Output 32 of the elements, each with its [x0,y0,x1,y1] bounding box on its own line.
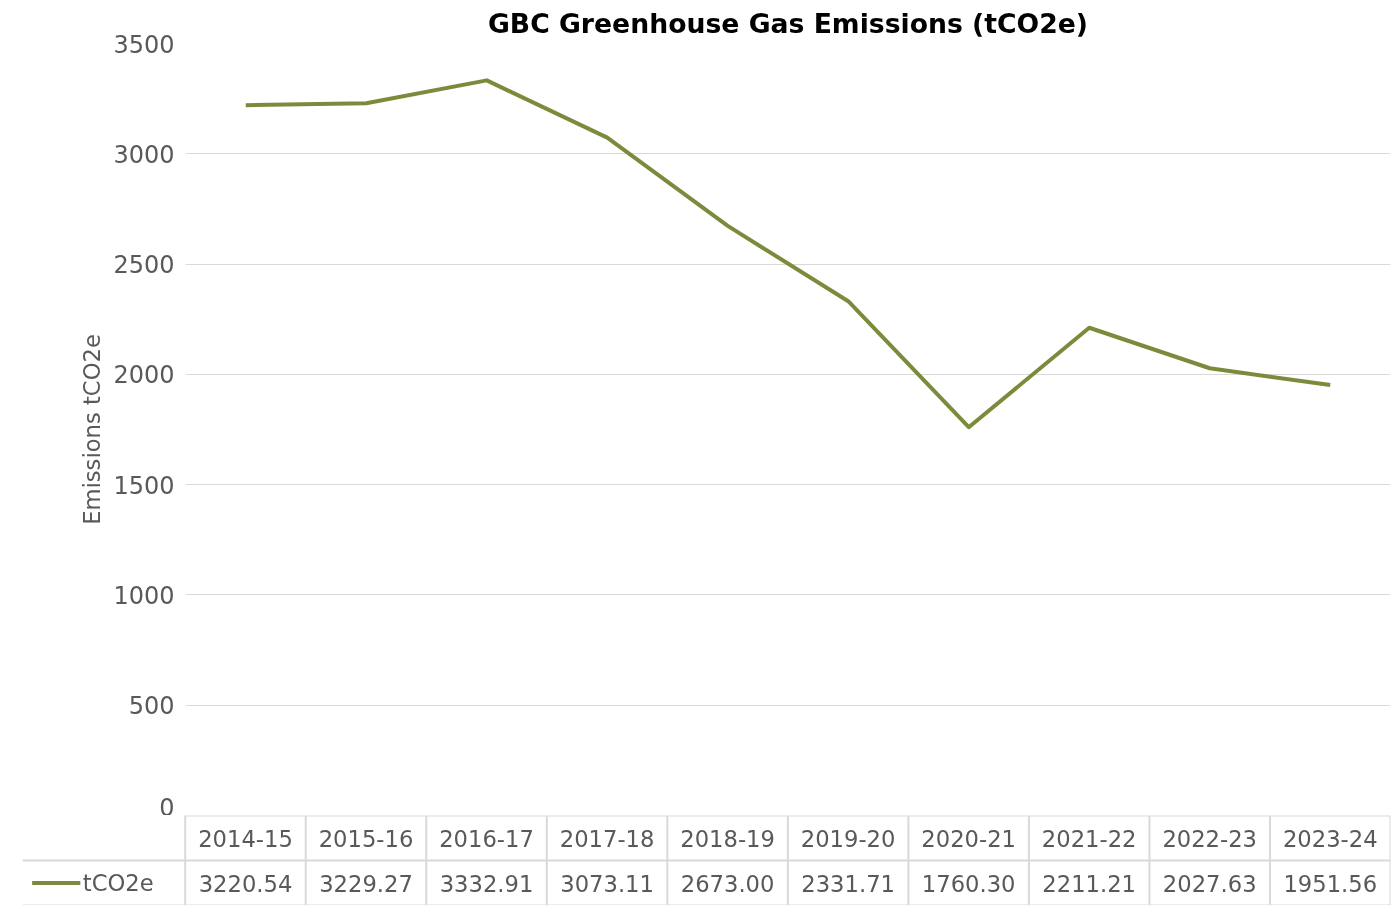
legend-label: tCO2e [82,870,154,896]
y-axis-title: Emissions tCO2e [79,334,106,525]
x-tick-label: 2017-18 [559,825,655,852]
x-tick-label: 2022-23 [1162,825,1258,852]
x-tick-label: 2020-21 [921,825,1016,852]
y-tick-label: 2000 [113,361,175,390]
data-label: 2331.71 [801,870,895,897]
data-label: 3229.27 [319,870,413,897]
data-label: 3073.11 [560,870,654,897]
y-tick-label: 2500 [113,251,175,280]
y-tick-label: 1500 [113,471,175,500]
x-tick-label: 2016-17 [439,825,534,852]
x-tick-label: 2018-19 [680,825,775,852]
x-tick-label: 2019-20 [800,825,896,852]
line-series [243,78,1333,430]
x-tick-label: 2021-22 [1041,825,1137,852]
data-label: 3220.54 [198,870,293,897]
data-label: 3332.91 [439,870,534,897]
data-label: 1951.56 [1283,870,1378,897]
y-tick-label: 1000 [113,581,175,610]
y-tick-label: 3000 [113,140,175,169]
chart-title: GBC Greenhouse Gas Emissions (tCO2e) [487,7,1089,39]
data-label: 2027.63 [1162,870,1257,897]
y-tick-label: 500 [128,692,175,721]
data-label: 2673.00 [680,870,775,897]
x-tick-label: 2015-16 [318,825,414,852]
y-tick-label: 3500 [113,30,175,59]
data-label: 2211.21 [1042,870,1137,897]
data-label: 1760.30 [921,870,1016,897]
x-tick-label: 2014-15 [198,825,293,852]
y-tick-label: 0 [159,793,175,822]
x-tick-label: 2023-24 [1282,825,1378,852]
